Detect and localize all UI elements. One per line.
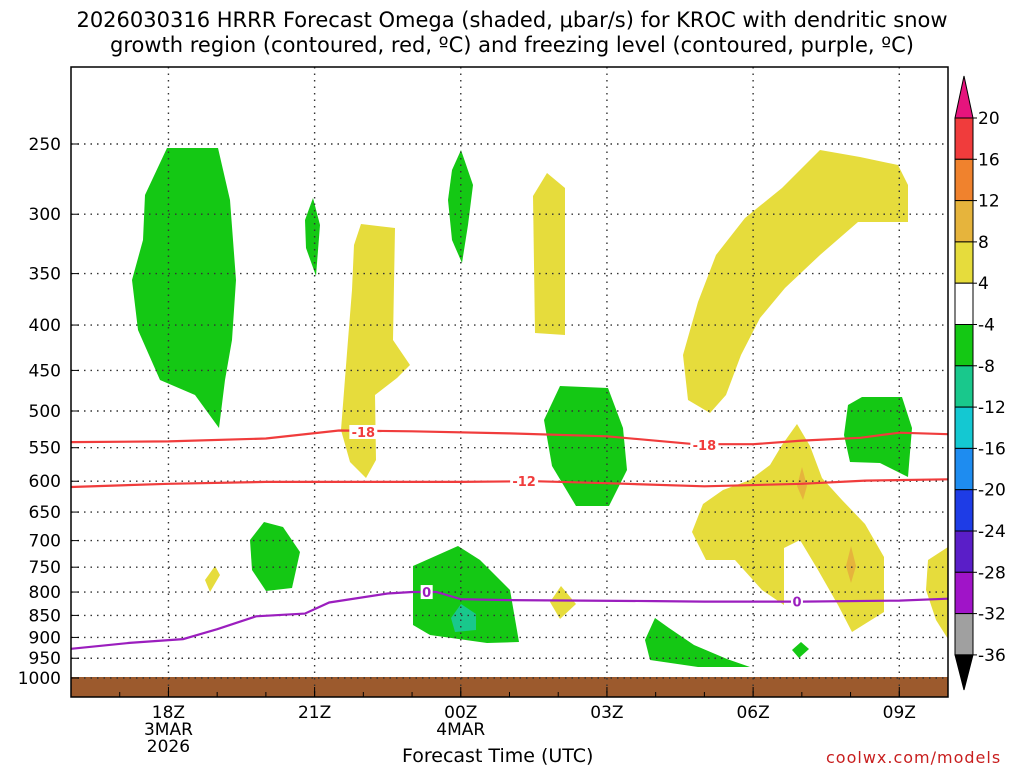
colorbar-label: 4 — [978, 274, 989, 294]
colorbar-label: -24 — [978, 522, 1006, 542]
omega-region-green — [305, 198, 320, 276]
x-tick-label: 18Z — [152, 703, 185, 723]
chart-title-line-2: growth region (contoured, red, ºC) and f… — [110, 33, 914, 57]
y-tick-label: 1000 — [18, 669, 61, 689]
omega-region-green — [250, 522, 300, 591]
omega-region-green — [544, 386, 627, 506]
contour-label: -18 — [352, 426, 376, 441]
y-tick-label: 800 — [29, 583, 61, 603]
colorbar-swatch — [954, 654, 974, 691]
colorbar-swatch — [954, 158, 974, 202]
colorbar-swatch — [954, 530, 974, 573]
colorbar-label: -20 — [978, 481, 1006, 501]
omega-region-yellow — [205, 566, 220, 592]
colorbar-label: 8 — [978, 233, 989, 253]
omega-region-green — [844, 397, 912, 477]
colorbar-swatch — [954, 282, 974, 326]
colorbar-label: -8 — [978, 357, 995, 377]
omega-region-yellow — [926, 547, 948, 639]
x-tick-label: 4MAR — [436, 720, 485, 740]
y-tick-label: 450 — [29, 361, 61, 381]
colorbar-label: -16 — [978, 439, 1006, 459]
omega-region-yellow — [692, 424, 884, 632]
y-tick-label: 500 — [29, 402, 61, 422]
y-tick-label: 850 — [29, 606, 61, 626]
omega-region-yellow — [683, 150, 908, 413]
grid-lines — [71, 67, 948, 697]
colorbar: 20 16 12 8 4 -4 -8 -12 -16 -20 -24 -28 -32 -36 — [954, 75, 1006, 691]
omega-region-orange — [846, 546, 856, 583]
temperature-contours: -18 -18 -12 0 0 — [70, 424, 949, 650]
contour-label: 0 — [792, 596, 801, 611]
y-tick-label: 300 — [29, 205, 61, 225]
x-tick-label: 3MAR — [144, 720, 193, 740]
colorbar-swatch — [954, 571, 974, 615]
omega-shading — [132, 148, 948, 667]
colorbar-label: 12 — [978, 192, 1000, 212]
omega-region-green — [413, 546, 519, 643]
chart-title-line-1: 2026030316 HRRR Forecast Omega (shaded, … — [76, 8, 948, 32]
x-tick-label: 09Z — [883, 703, 916, 723]
colorbar-label: -28 — [978, 563, 1006, 583]
omega-region-yellow — [341, 224, 410, 478]
colorbar-label: -32 — [978, 605, 1006, 625]
x-tick-label: 21Z — [298, 703, 331, 723]
y-tick-label: 550 — [29, 439, 61, 459]
omega-region-green — [132, 148, 236, 428]
x-tick-label: 03Z — [590, 703, 623, 723]
colorbar-swatch — [954, 75, 974, 119]
y-axis: 2503003504004505005506006507007508008509… — [18, 135, 79, 689]
colorbar-swatch — [954, 489, 974, 532]
y-tick-label: 250 — [29, 135, 61, 155]
contour-label: -12 — [512, 475, 536, 490]
omega-region-green — [645, 618, 750, 667]
contour-label: 0 — [422, 586, 431, 601]
colorbar-swatch — [954, 613, 974, 656]
contour-label-bg — [690, 437, 719, 452]
colorbar-label: -4 — [978, 316, 995, 336]
omega-region-green — [792, 642, 809, 658]
x-tick-label: 06Z — [736, 703, 769, 723]
y-tick-label: 750 — [29, 558, 61, 578]
contour-label: -18 — [693, 439, 717, 454]
omega-region-green — [448, 150, 473, 263]
ground-surface — [71, 677, 948, 697]
contour-label-bg — [510, 474, 539, 489]
contour-label-bg — [790, 594, 803, 609]
x-tick-label: 00Z — [444, 703, 477, 723]
omega-region-yellow — [550, 586, 576, 619]
y-tick-label: 350 — [29, 265, 61, 285]
credit-link[interactable]: coolwx.com/models — [826, 748, 1002, 767]
y-tick-label: 600 — [29, 472, 61, 492]
y-tick-label: 650 — [29, 503, 61, 523]
colorbar-swatch — [954, 365, 974, 408]
y-tick-label: 700 — [29, 532, 61, 552]
colorbar-swatch — [954, 406, 974, 449]
colorbar-swatch — [954, 447, 974, 491]
x-axis-label: Forecast Time (UTC) — [402, 745, 594, 767]
dgz-top-contour — [70, 429, 949, 446]
contour-label-bg — [349, 424, 378, 439]
colorbar-swatch — [954, 117, 974, 160]
colorbar-swatch — [954, 200, 974, 243]
colorbar-label: -36 — [978, 646, 1006, 666]
omega-region-teal — [451, 604, 476, 632]
y-tick-label: 400 — [29, 316, 61, 336]
colorbar-swatch — [954, 241, 974, 284]
colorbar-label: -12 — [978, 398, 1006, 418]
contour-label-bg — [420, 585, 433, 600]
omega-region-yellow — [533, 173, 565, 335]
x-tick-label: 2026 — [147, 737, 190, 757]
colorbar-label: 16 — [978, 150, 1000, 170]
y-tick-label: 900 — [29, 628, 61, 648]
colorbar-swatch — [954, 324, 974, 367]
colorbar-label: 20 — [978, 109, 1000, 129]
y-tick-label: 950 — [29, 649, 61, 669]
